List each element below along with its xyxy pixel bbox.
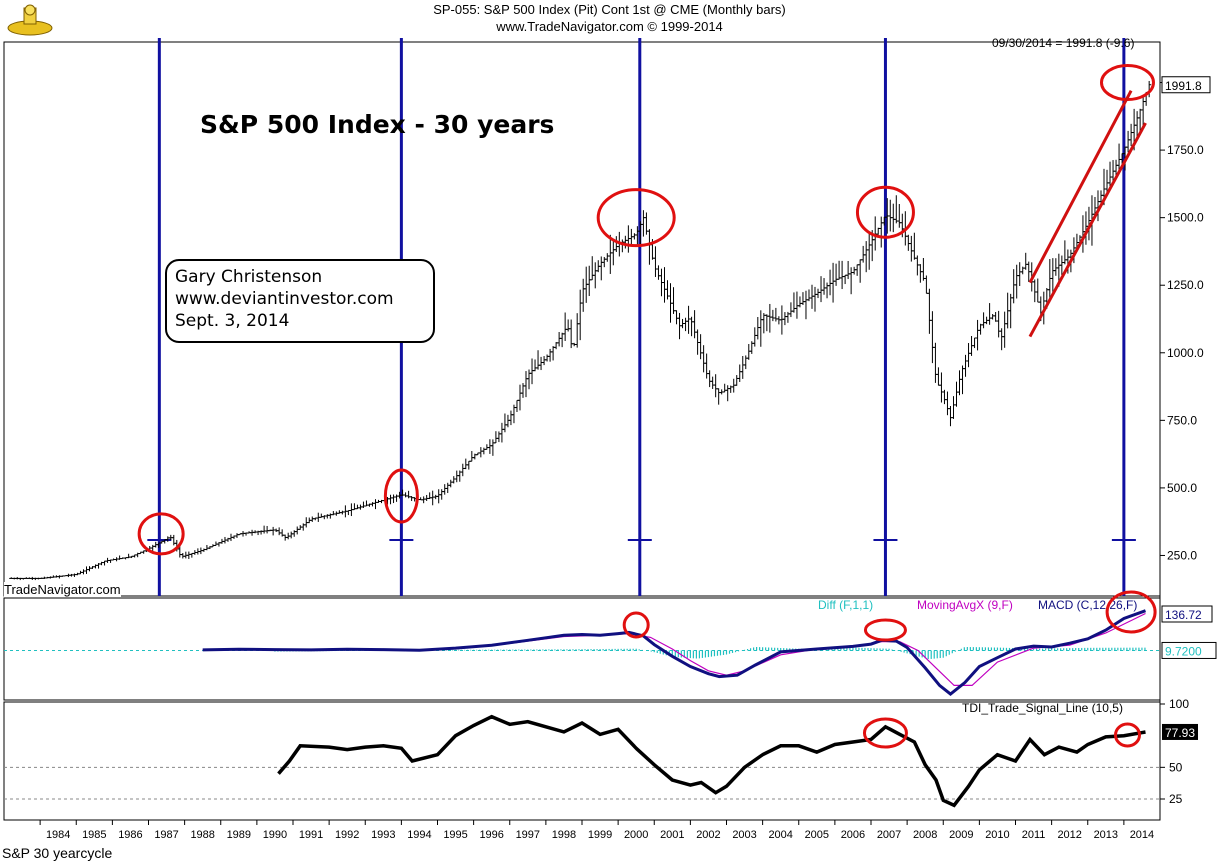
- diff-value-box: [1161, 641, 1217, 659]
- x-tick-label: 1996: [479, 829, 503, 841]
- diff-value-label: 9.7200: [1165, 644, 1202, 658]
- legend-macd: MACD (C,12,26,F): [1038, 598, 1137, 612]
- highlight-circle: [855, 185, 915, 239]
- last-bar-note: 09/30/2014 = 1991.8 (-9.6): [992, 36, 1135, 50]
- x-tick-label: 2000: [624, 829, 648, 841]
- legend-tdi: TDI_Trade_Signal_Line (10,5): [962, 701, 1123, 715]
- x-tick-label: 1986: [118, 829, 142, 841]
- tdi-y-tick-label: 100: [1169, 697, 1189, 711]
- x-tick-label: 1999: [588, 829, 612, 841]
- x-tick-label: 1994: [407, 829, 431, 841]
- last-value-box: [1161, 76, 1211, 94]
- x-tick-label: 1987: [154, 829, 178, 841]
- x-tick-label: 2006: [841, 829, 865, 841]
- x-tick-label: 1990: [263, 829, 287, 841]
- x-tick-label: 1993: [371, 829, 395, 841]
- price-y-tick-label: 1250.0: [1167, 278, 1204, 292]
- tdi-value-label: 77.93: [1165, 726, 1195, 740]
- author-website: www.deviantinvestor.com: [175, 289, 394, 309]
- macd-value-box: [1161, 605, 1213, 623]
- macd-panel: Diff (F,1,1) MovingAvgX (9,F) MACD (C,12,2…: [4, 598, 1160, 697]
- x-tick-label: 2004: [768, 829, 792, 841]
- macd-line: [202, 609, 1147, 697]
- price-y-tick-label: 750.0: [1167, 413, 1197, 427]
- price-y-tick-label: 250.0: [1167, 548, 1197, 562]
- x-tick-label: 2010: [985, 829, 1009, 841]
- axes: 250.0 500.0 750.0 1000.0 1250.0 1500.0 1750.0 2…: [39, 76, 1217, 841]
- chart-header-source: www.TradeNavigator.com © 1999-2014: [496, 19, 723, 34]
- x-tick-label: 1997: [516, 829, 540, 841]
- x-tick-label: 2002: [696, 829, 720, 841]
- lower-channel-line: [1028, 122, 1147, 338]
- macd-value-label: 136.72: [1165, 608, 1202, 622]
- x-tick-label: 2014: [1130, 829, 1154, 841]
- footer-label: S&P 30 yearcycle: [2, 845, 113, 861]
- x-tick-label: 1988: [190, 829, 214, 841]
- author-note-box: Gary Christenson www.deviantinvestor.com…: [165, 259, 435, 343]
- x-tick-label: 2012: [1057, 829, 1081, 841]
- chart-header-title: SP-055: S&P 500 Index (Pit) Cont 1st @ C…: [433, 2, 786, 17]
- legend-diff: Diff (F,1,1): [818, 598, 873, 612]
- price-panel: [9, 80, 1152, 581]
- upper-channel-line: [1028, 89, 1133, 284]
- x-tick-label: 2009: [949, 829, 973, 841]
- tdi-panel: TDI_Trade_Signal_Line (10,5): [4, 701, 1160, 808]
- big-chart-title: S&P 500 Index - 30 years: [200, 110, 555, 139]
- x-tick-label: 2008: [913, 829, 937, 841]
- x-tick-label: 2011: [1022, 829, 1046, 841]
- highlight-circle: [1113, 722, 1141, 748]
- watermark: TradeNavigator.com: [4, 582, 121, 597]
- x-tick-label: 1992: [335, 829, 359, 841]
- x-tick-label: 2003: [732, 829, 756, 841]
- highlight-circle: [383, 468, 419, 524]
- annotation-marks: [137, 64, 1157, 749]
- tdi-value-box: [1162, 723, 1198, 740]
- price-y-tick-label: 1500.0: [1167, 211, 1204, 225]
- price-y-tick-label: 1750.0: [1167, 143, 1204, 157]
- highlight-circle: [596, 188, 676, 248]
- author-name: Gary Christenson: [175, 267, 323, 287]
- cycle-lines: [147, 38, 1136, 596]
- tdi-y-tick-label: 50: [1169, 760, 1183, 774]
- highlight-circle: [862, 717, 908, 749]
- author-date: Sept. 3, 2014: [175, 311, 290, 331]
- price-y-tick-label: 1000.0: [1167, 346, 1204, 360]
- navigator-logo-icon: [4, 2, 56, 43]
- highlight-circle: [1105, 590, 1157, 634]
- x-tick-label: 2007: [877, 829, 901, 841]
- x-tick-label: 2005: [805, 829, 829, 841]
- highlight-circle: [863, 618, 907, 642]
- x-tick-label: 2013: [1094, 829, 1118, 841]
- x-tick-label: 2001: [660, 829, 684, 841]
- tdi-signal-line: [277, 714, 1146, 808]
- x-tick-label: 1998: [552, 829, 576, 841]
- x-tick-label: 1989: [227, 829, 251, 841]
- x-tick-label: 1985: [82, 829, 106, 841]
- price-y-tick-label: 500.0: [1167, 481, 1197, 495]
- highlight-circle: [622, 611, 650, 639]
- last-value-label: 1991.8: [1165, 79, 1202, 93]
- x-tick-label: 1984: [46, 829, 70, 841]
- x-tick-label: 1991: [299, 829, 323, 841]
- x-tick-label: 1995: [443, 829, 467, 841]
- highlight-circle: [137, 512, 185, 556]
- legend-moving-avg: MovingAvgX (9,F): [917, 598, 1013, 612]
- tdi-y-tick-label: 25: [1169, 792, 1183, 806]
